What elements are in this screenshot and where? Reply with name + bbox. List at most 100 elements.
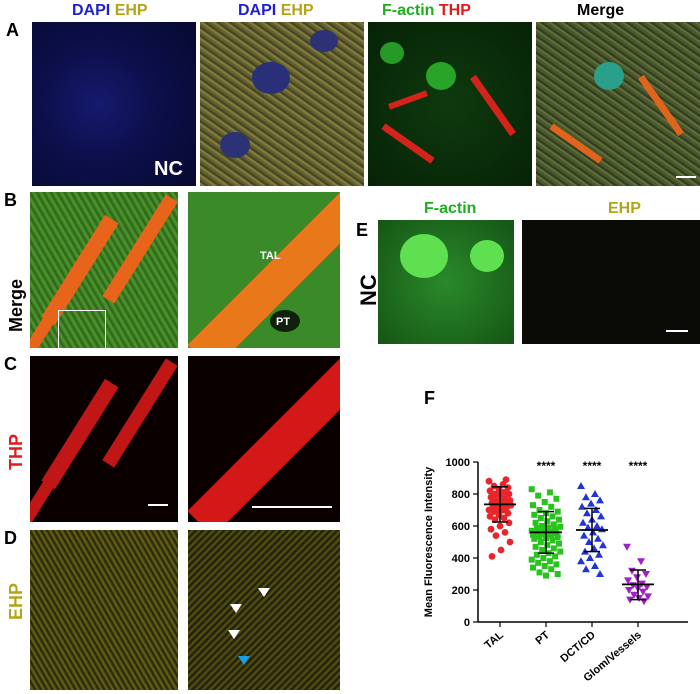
data-point [595,550,603,558]
data-point [541,563,548,569]
data-point [532,519,539,526]
y-tick-label: 800 [452,489,470,501]
white-arrowhead [230,604,242,613]
data-point [642,571,650,578]
data-point [531,511,538,518]
data-point [537,515,544,521]
data-point [486,513,494,520]
panel-label-c: C [4,354,17,374]
data-point [535,492,542,499]
data-point [589,528,597,536]
data-point [487,525,495,533]
data-point [501,529,509,536]
data-point [635,595,643,602]
data-point [544,542,551,549]
data-point [579,518,587,526]
data-point [644,593,652,601]
data-point [553,495,560,502]
nc-label-a: NC [154,158,183,180]
glomerulus-blob [220,132,250,158]
data-point [554,508,561,515]
panel-label-e: E [356,220,369,240]
y-tick-label: 400 [452,553,470,565]
x-tick-label: TAL [482,629,506,652]
data-point [637,558,645,566]
glomerulus-green [400,234,448,278]
thp-tubule [188,356,340,522]
micrograph-a3 [368,22,532,186]
data-point [540,555,547,561]
data-point [531,535,538,542]
tubule-red [381,123,435,164]
header-a1-dapi: DAPI [72,2,111,19]
data-point [504,509,512,517]
data-point [486,487,494,495]
header-a1-ehp: EHP [114,2,148,19]
data-point [557,548,564,555]
data-point [586,554,594,561]
row-label-thp: THP [6,434,26,470]
data-point [536,507,543,513]
header-a4-merge: Merge [577,2,625,19]
header-a3-thp: THP [438,2,471,19]
data-point [541,499,548,505]
data-point [633,574,641,582]
data-point [549,537,556,544]
data-point [546,489,553,496]
glomerulus-blob [252,62,290,94]
data-point [592,506,600,513]
tal-tubule [188,192,340,348]
data-point [550,521,557,528]
data-point [502,476,510,483]
data-point [530,502,536,509]
header-a3-factin: F-actin [382,2,435,19]
scale-bar-a [676,176,696,178]
glomerulus-blob [310,30,338,52]
header-a2: DAPI EHP [238,2,314,20]
data-point [591,562,599,569]
data-point [593,522,601,529]
significance-label: **** [629,459,648,473]
data-point [536,533,543,540]
header-e-factin: F-actin [424,200,477,217]
tubule-orange [638,74,684,137]
y-axis-label: Mean Fluorescence Intensity [423,466,435,617]
data-point [530,531,536,538]
micrograph-e-ehp [522,220,700,344]
micrograph-d-right [188,530,340,690]
header-a4: Merge [577,2,624,20]
data-point [596,570,604,577]
data-point [582,493,590,501]
x-tick-label: DCT/CD [558,629,598,665]
data-point [585,538,593,545]
white-arrowhead [228,630,240,639]
thp-tubule [102,358,178,468]
data-point [506,538,514,546]
data-point [630,591,638,599]
data-point [548,503,555,510]
y-tick-label: 200 [452,585,470,597]
data-point [539,547,546,553]
data-point [545,524,552,531]
micrograph-a4-merge [536,22,700,186]
panel-label-d: D [4,528,17,548]
tubule-green [426,62,456,90]
header-e-ehp: EHP [608,200,641,217]
data-point [556,516,562,523]
data-point [505,490,513,498]
data-point [485,477,493,485]
white-arrowhead [258,588,270,597]
pt-label: PT [276,316,291,328]
data-point [549,513,556,520]
data-point [536,569,543,576]
significance-label: **** [537,459,556,473]
data-point [553,561,560,568]
header-a3: F-actin THP [382,2,471,20]
y-tick-label: 600 [452,521,470,533]
thp-tubule [30,436,82,522]
row-label-ehp: EHP [6,582,26,620]
micrograph-d-left [30,530,178,690]
tubule-orange [549,123,603,164]
data-point [587,499,595,507]
panel-label-a: A [6,20,19,40]
